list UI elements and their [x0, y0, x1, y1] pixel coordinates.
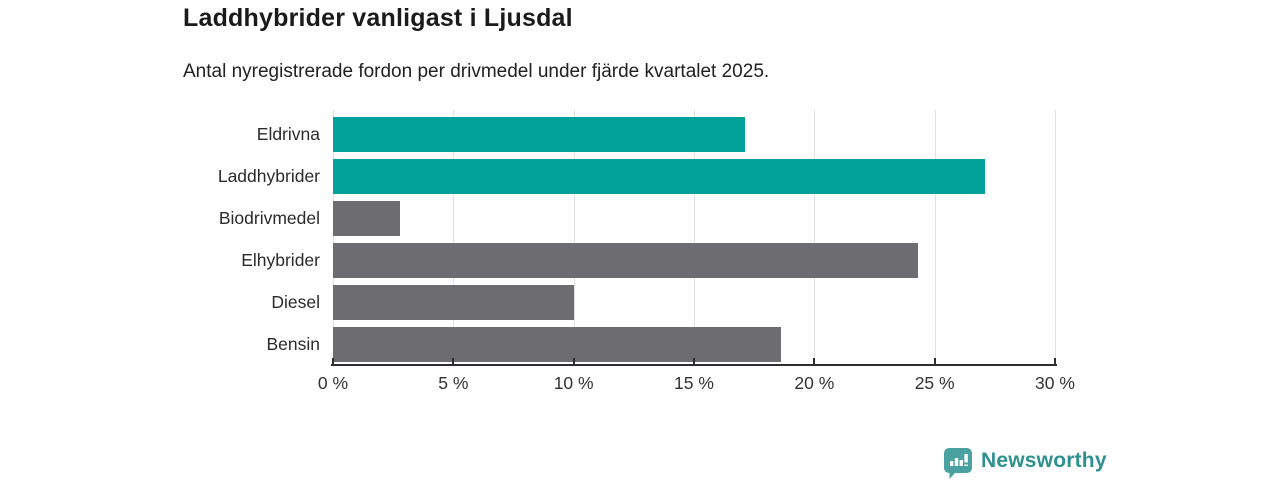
- chart-title: Laddhybrider vanligast i Ljusdal: [183, 4, 573, 32]
- category-label: Bensin: [266, 334, 320, 354]
- chart-subtitle: Antal nyregistrerade fordon per drivmede…: [183, 61, 770, 82]
- bar-biodrivmedel: [333, 201, 401, 236]
- y-axis-labels: Eldrivna Laddhybrider Biodrivmedel Elhybrid…: [0, 110, 320, 366]
- gridline: [934, 110, 936, 366]
- bar-laddhybrider: [333, 159, 986, 194]
- bar-elhybrider: [333, 243, 918, 278]
- gridline: [453, 110, 455, 366]
- x-tick-label: 30 %: [1035, 373, 1075, 393]
- x-tick: [933, 358, 936, 364]
- bar-chart-speech-bubble-icon: [944, 448, 972, 479]
- x-tick-label: 10 %: [553, 373, 594, 393]
- category-label: Diesel: [271, 292, 320, 312]
- gridline: [694, 110, 695, 366]
- x-tick: [813, 358, 816, 364]
- plot-area: [333, 110, 1056, 366]
- gridline: [1055, 110, 1056, 366]
- gridline: [333, 110, 334, 366]
- x-tick: [693, 358, 695, 364]
- bar-diesel: [333, 285, 574, 320]
- x-tick: [332, 358, 334, 364]
- category-label: Elhybrider: [241, 250, 320, 270]
- x-tick-label: 5 %: [438, 373, 469, 393]
- x-tick-label: 0 %: [317, 373, 349, 393]
- brand-name: Newsworthy: [981, 448, 1107, 472]
- bar-bensin: [333, 327, 781, 362]
- brand-logo: Newsworthy: [944, 448, 1107, 479]
- category-label: Laddhybrider: [217, 166, 320, 186]
- x-tick-label: 25 %: [914, 373, 955, 393]
- x-tick: [572, 358, 575, 364]
- gridline: [573, 110, 575, 366]
- x-tick: [452, 358, 455, 364]
- x-tick: [1054, 358, 1056, 364]
- bar-eldrivna: [333, 117, 745, 152]
- x-tick-label: 15 %: [674, 373, 714, 393]
- x-axis-line: [331, 364, 1057, 366]
- category-label: Eldrivna: [256, 124, 320, 144]
- gridline: [814, 110, 816, 366]
- category-label: Biodrivmedel: [218, 208, 320, 228]
- x-tick-label: 20 %: [794, 373, 835, 393]
